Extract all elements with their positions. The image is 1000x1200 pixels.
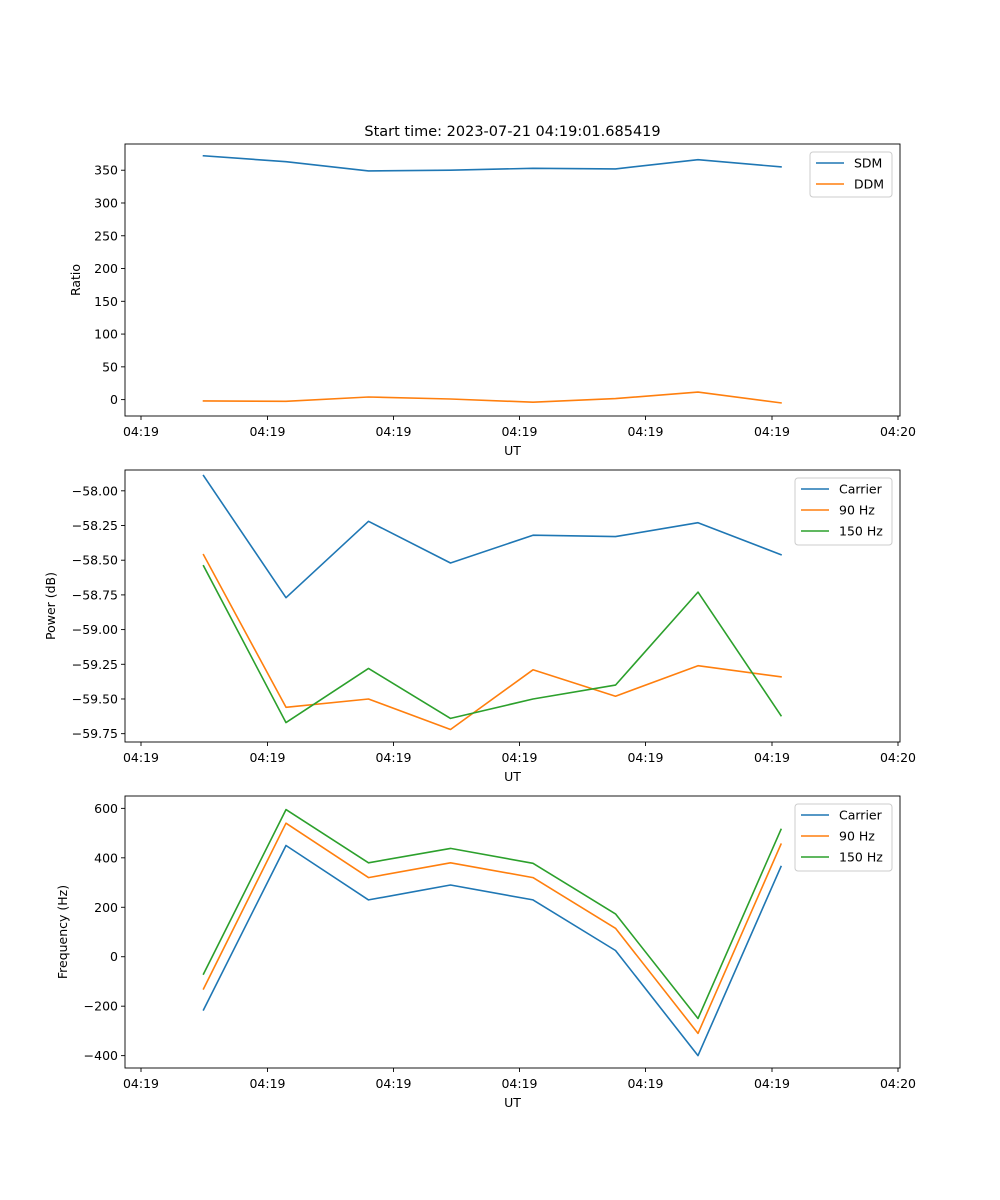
x-tick-label: 04:19 <box>627 750 663 765</box>
y-tick-label: 350 <box>94 163 118 178</box>
y-tick-label: −59.75 <box>72 726 118 741</box>
legend-label: 150 Hz <box>839 850 883 865</box>
x-tick-label: 04:19 <box>627 1076 663 1091</box>
y-tick-label: 250 <box>94 228 118 243</box>
legend-label: 90 Hz <box>839 503 875 518</box>
legend-label: Carrier <box>839 482 883 497</box>
series-line-carrier <box>202 474 783 599</box>
y-tick-label: −59.50 <box>72 691 118 706</box>
axes-frame <box>124 143 901 417</box>
x-tick-label: 04:19 <box>123 424 159 439</box>
x-axis-label: UT <box>504 1095 521 1110</box>
y-tick-label: 0 <box>110 949 118 964</box>
series-line-sdm <box>202 154 782 172</box>
x-tick-label: 04:19 <box>123 1076 159 1091</box>
y-tick-label: −400 <box>84 1048 118 1063</box>
chart-panel-1: 04:19 04:19 04:19 04:19 04:19 04:19 04:20 0 50 10… <box>68 143 916 458</box>
y-tick-label: −59.00 <box>72 622 118 637</box>
x-tick-label: 04:19 <box>123 750 159 765</box>
y-tick-label: 400 <box>94 850 118 865</box>
series-line-ddm <box>202 391 782 404</box>
x-tick-label: 04:19 <box>501 750 537 765</box>
x-tick-label: 04:20 <box>880 750 916 765</box>
x-tick-label: 04:19 <box>627 424 663 439</box>
y-tick-label: 150 <box>94 294 118 309</box>
y-tick-label: −58.25 <box>72 518 118 533</box>
legend-box <box>794 477 893 546</box>
y-axis-label: Power (dB) <box>43 572 58 640</box>
axes-frame <box>124 795 901 1069</box>
legend-label: 150 Hz <box>839 524 883 539</box>
legend: SDM DDM <box>809 151 893 198</box>
axes-frame <box>124 469 901 743</box>
x-tick-label: 04:19 <box>375 424 411 439</box>
y-axis-label: Ratio <box>68 264 83 296</box>
y-tick-label: 0 <box>110 392 118 407</box>
y-tick-label: 200 <box>94 900 118 915</box>
legend-label: DDM <box>854 177 884 192</box>
y-tick-label: 100 <box>94 327 118 342</box>
legend-label: 90 Hz <box>839 829 875 844</box>
y-tick-label: 50 <box>102 359 118 374</box>
series-line-90-hz <box>202 822 783 1035</box>
series-line-150-hz <box>202 808 783 1020</box>
chart-panel-3: 04:19 04:19 04:19 04:19 04:19 04:19 04:20 600 40… <box>55 795 916 1110</box>
x-axis-label: UT <box>504 443 521 458</box>
legend-label: SDM <box>854 156 882 171</box>
x-tick-label: 04:20 <box>880 424 916 439</box>
x-tick-label: 04:19 <box>754 424 790 439</box>
x-tick-label: 04:19 <box>501 1076 537 1091</box>
series-line-carrier <box>202 844 783 1057</box>
x-tick-label: 04:20 <box>880 1076 916 1091</box>
y-axis-label: Frequency (Hz) <box>55 885 70 979</box>
x-tick-label: 04:19 <box>754 750 790 765</box>
series-line-150-hz <box>202 564 783 724</box>
y-tick-label: 200 <box>94 261 118 276</box>
figure-title: Start time: 2023-07-21 04:19:01.685419 <box>364 124 660 140</box>
y-tick-label: −59.25 <box>72 657 118 672</box>
chart-panel-2: 04:19 04:19 04:19 04:19 04:19 04:19 04:20 −58.0… <box>43 469 916 784</box>
legend: Carrier 90 Hz 150 Hz <box>794 477 893 546</box>
x-tick-label: 04:19 <box>375 1076 411 1091</box>
x-tick-label: 04:19 <box>754 1076 790 1091</box>
x-tick-label: 04:19 <box>249 750 285 765</box>
y-tick-label: −200 <box>84 999 118 1014</box>
y-tick-label: −58.75 <box>72 587 118 602</box>
x-tick-label: 04:19 <box>501 424 537 439</box>
y-tick-label: −58.50 <box>72 553 118 568</box>
series-line-90-hz <box>202 553 782 731</box>
legend-label: Carrier <box>839 808 883 823</box>
y-tick-label: −58.00 <box>72 483 118 498</box>
legend: Carrier 90 Hz 150 Hz <box>794 803 893 872</box>
x-tick-label: 04:19 <box>249 1076 285 1091</box>
x-tick-label: 04:19 <box>249 424 285 439</box>
y-tick-label: 600 <box>94 801 118 816</box>
x-axis-label: UT <box>504 769 521 784</box>
legend-box <box>794 803 893 872</box>
x-tick-label: 04:19 <box>375 750 411 765</box>
y-tick-label: 300 <box>94 195 118 210</box>
